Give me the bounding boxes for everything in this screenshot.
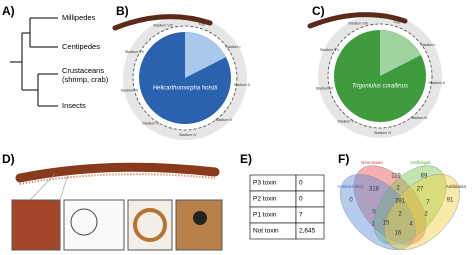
stage-label: Stadium II xyxy=(233,83,249,87)
tree-leaf: Centipedes xyxy=(62,42,100,51)
millipede-photo xyxy=(307,12,408,29)
venn-count: 0 xyxy=(349,198,353,204)
stage-label: Stadium V xyxy=(337,119,354,123)
venn-count: 2 xyxy=(424,212,428,218)
venn-count: 119 xyxy=(391,174,401,180)
venn-count: 2 xyxy=(398,212,402,218)
tree-lines xyxy=(10,17,58,107)
venn-count: 0 xyxy=(372,210,376,216)
venn-count: 91 xyxy=(447,198,454,204)
stage-label: Stadium IV xyxy=(179,133,197,137)
panel-label: E) xyxy=(240,152,252,166)
stage-label: Stadium VIII xyxy=(348,21,368,25)
venn-set-label: Antifungal xyxy=(410,160,430,165)
stage-label: Stadium IV xyxy=(374,131,392,135)
tree-leaf: Crustaceans xyxy=(62,66,104,75)
stage-label: Egg xyxy=(199,21,205,25)
table-text: 0 xyxy=(299,180,303,187)
panel-label: D) xyxy=(2,152,15,166)
venn-count: 1 xyxy=(371,222,375,228)
stage-label: Stadium III xyxy=(215,118,232,122)
venn-count: 391 xyxy=(395,199,406,205)
stage-label: Stadium VII xyxy=(320,48,339,52)
table-text: 7 xyxy=(299,212,303,219)
venn-count: 7 xyxy=(426,200,430,206)
stage-label: Stadium VI xyxy=(316,87,334,91)
table-text: P3 toxin xyxy=(253,180,277,187)
stage-label: Stadium I xyxy=(420,43,435,47)
cycle-slice xyxy=(380,30,421,76)
venn-count: 15 xyxy=(383,221,390,227)
millipede-photo xyxy=(112,14,213,31)
millipede-illustration xyxy=(11,162,223,251)
venn-count: 16 xyxy=(395,231,402,237)
panel-label: A) xyxy=(2,4,15,18)
venn-count: 4 xyxy=(409,222,413,228)
table-text: P1 toxin xyxy=(253,212,277,219)
venn-set-label: Antibiotics xyxy=(446,184,467,189)
stage-label: Stadium III xyxy=(410,116,427,120)
tree-leaf: (shrimp, crab) xyxy=(62,75,109,84)
table-text: 2,645 xyxy=(299,228,316,235)
table-text: 0 xyxy=(299,196,303,203)
stage-label: Stadium V xyxy=(142,121,159,125)
panel-label: B) xyxy=(116,4,129,18)
tree-leaf: Insects xyxy=(62,101,86,110)
table-text: Not toxin xyxy=(253,228,279,235)
stage-label: Stadium I xyxy=(225,45,240,49)
table-cell xyxy=(295,222,325,240)
venn-set-label: Neurotoxin xyxy=(361,160,383,165)
stage-label: Egg xyxy=(394,19,400,23)
table-text: P2 toxin xyxy=(253,196,277,203)
stage-label: Stadium II xyxy=(428,81,444,85)
stage-label: Stadium VIII xyxy=(153,23,173,27)
tree-leaf: Millipedes xyxy=(62,13,96,22)
species-name: Helicarthomorpha holstii xyxy=(153,86,218,92)
species-name: Trigoniulus corallinus xyxy=(352,84,408,90)
venn-count: 69 xyxy=(421,174,428,180)
venn-count: 2 xyxy=(396,186,400,192)
venn-shapes xyxy=(340,165,460,250)
panel-label: F) xyxy=(338,152,349,166)
venn-count: 27 xyxy=(417,187,424,193)
panel-label: C) xyxy=(312,4,325,18)
stage-label: Stadium VII xyxy=(125,50,144,54)
venn-count: 318 xyxy=(369,187,380,193)
stage-label: Stadium VI xyxy=(121,89,139,93)
cycle-slice xyxy=(185,32,226,78)
venn-set-label: Antimicrobial xyxy=(337,184,363,189)
